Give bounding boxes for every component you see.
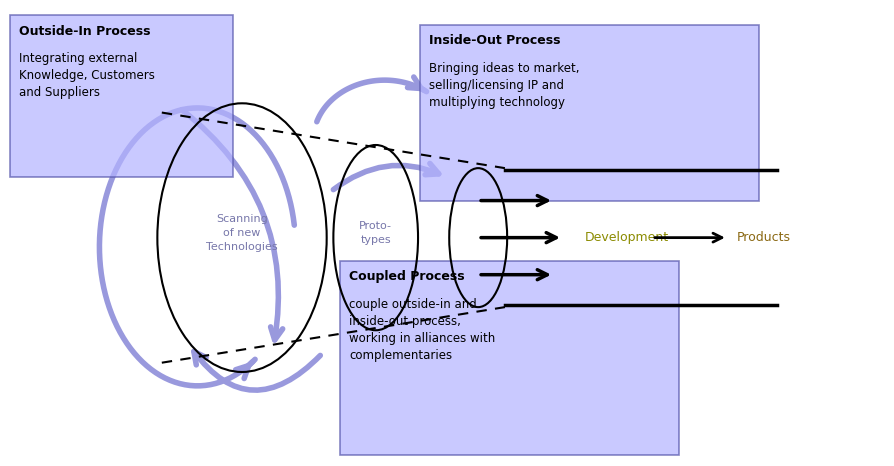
- Text: Inside-Out Process: Inside-Out Process: [429, 34, 561, 47]
- Text: Development: Development: [586, 231, 670, 244]
- FancyBboxPatch shape: [340, 261, 679, 455]
- Text: Outside-In Process: Outside-In Process: [19, 25, 151, 38]
- Text: Products: Products: [737, 231, 790, 244]
- Text: Integrating external
Knowledge, Customers
and Suppliers: Integrating external Knowledge, Customer…: [19, 52, 155, 99]
- Text: couple outside-in and
inside-out process,
working in alliances with
complementar: couple outside-in and inside-out process…: [349, 298, 495, 362]
- FancyBboxPatch shape: [11, 15, 233, 178]
- Text: Scanning
of new
Technologies: Scanning of new Technologies: [207, 214, 278, 252]
- Text: Bringing ideas to market,
selling/licensing IP and
multiplying technology: Bringing ideas to market, selling/licens…: [429, 62, 579, 109]
- FancyBboxPatch shape: [420, 25, 759, 200]
- Text: Proto-
types: Proto- types: [359, 221, 392, 245]
- Text: Coupled Process: Coupled Process: [349, 270, 465, 283]
